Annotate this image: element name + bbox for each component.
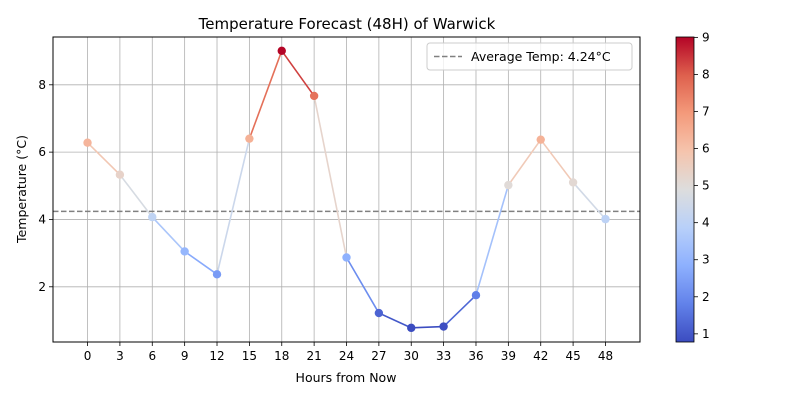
series-point — [180, 247, 189, 256]
series-segment — [151, 216, 186, 252]
series-segment — [313, 95, 348, 258]
colorbar-scale — [675, 36, 695, 343]
series-points-layer — [83, 46, 610, 333]
series-point — [407, 323, 416, 333]
grid-layer — [53, 37, 640, 342]
series-point — [212, 270, 222, 279]
series-point — [245, 134, 254, 143]
series-point — [504, 180, 513, 190]
series-point — [471, 291, 481, 300]
y-axis-label: Temperature (°C) — [14, 135, 29, 244]
series-segment — [345, 257, 380, 314]
y-tick-label: 4 — [38, 212, 46, 226]
x-tick-label: 18 — [274, 349, 289, 363]
y-tick-label: 6 — [38, 145, 46, 159]
x-tick-label: 0 — [84, 349, 92, 363]
x-tick-label: 24 — [339, 349, 354, 363]
x-tick-label: 9 — [181, 349, 189, 363]
x-tick-label: 36 — [468, 349, 483, 363]
series-segment — [184, 250, 218, 275]
series-point — [536, 135, 545, 144]
series-segment — [378, 312, 412, 329]
colorbar: 1 2 3 4 5 6 7 8 9 — [675, 30, 710, 343]
legend: Average Temp: 4.24°C — [426, 42, 633, 71]
series-point — [439, 322, 448, 331]
series-point — [83, 138, 92, 147]
series-segment — [572, 181, 607, 220]
colorbar-tick-label: 4 — [702, 216, 710, 230]
series-line-layer — [86, 50, 607, 329]
y-tick-label: 2 — [38, 280, 46, 294]
x-tick-label: 45 — [565, 349, 580, 363]
x-tick-label: 15 — [242, 349, 257, 363]
series-segment — [281, 50, 315, 97]
y-ticks: 2 4 6 8 — [38, 78, 53, 294]
series-segment — [411, 325, 444, 329]
series-segment — [86, 142, 121, 176]
x-tick-label: 33 — [436, 349, 451, 363]
colorbar-tick-label: 1 — [702, 327, 710, 341]
series-point — [601, 214, 610, 224]
series-point — [148, 212, 157, 222]
y-tick-label: 8 — [38, 78, 46, 92]
x-axis-label: Hours from Now — [296, 370, 397, 385]
x-tick-label: 21 — [306, 349, 321, 363]
legend-box — [426, 42, 633, 71]
x-tick-label: 48 — [598, 349, 613, 363]
colorbar-tick-label: 6 — [702, 142, 710, 156]
colorbar-tick-label: 8 — [702, 67, 710, 81]
series-point — [277, 46, 286, 56]
colorbar-tick-label: 2 — [702, 290, 710, 304]
x-tick-label: 39 — [501, 349, 516, 363]
x-tick-label: 30 — [404, 349, 419, 363]
colorbar-ticks: 1 2 3 4 5 6 7 8 9 — [694, 30, 710, 341]
series-segment — [248, 50, 283, 139]
series-point — [309, 91, 319, 101]
x-ticks: 0 3 6 9 12 15 18 21 24 27 30 33 36 39 42 45 48 — [84, 342, 613, 363]
x-tick-label: 3 — [116, 349, 124, 363]
x-tick-label: 6 — [148, 349, 156, 363]
series-point — [568, 178, 578, 187]
series-point — [115, 170, 125, 179]
colorbar-tick-label: 7 — [702, 104, 710, 118]
colorbar-tick-label: 3 — [702, 253, 710, 267]
x-tick-label: 12 — [209, 349, 224, 363]
chart-title: Temperature Forecast (48H) of Warwick — [198, 15, 496, 33]
series-segment — [475, 184, 510, 296]
legend-average-label: Average Temp: 4.24°C — [471, 49, 611, 64]
series-segment — [119, 174, 153, 218]
series-point — [342, 253, 351, 262]
x-tick-label: 27 — [371, 349, 386, 363]
series-point — [374, 308, 384, 318]
colorbar-tick-label: 5 — [702, 179, 710, 193]
series-segment — [540, 139, 574, 183]
x-tick-label: 42 — [533, 349, 548, 363]
series-segment — [216, 138, 251, 275]
series-segment — [443, 294, 477, 328]
series-segment — [507, 139, 542, 186]
colorbar-tick-label: 9 — [702, 30, 710, 44]
